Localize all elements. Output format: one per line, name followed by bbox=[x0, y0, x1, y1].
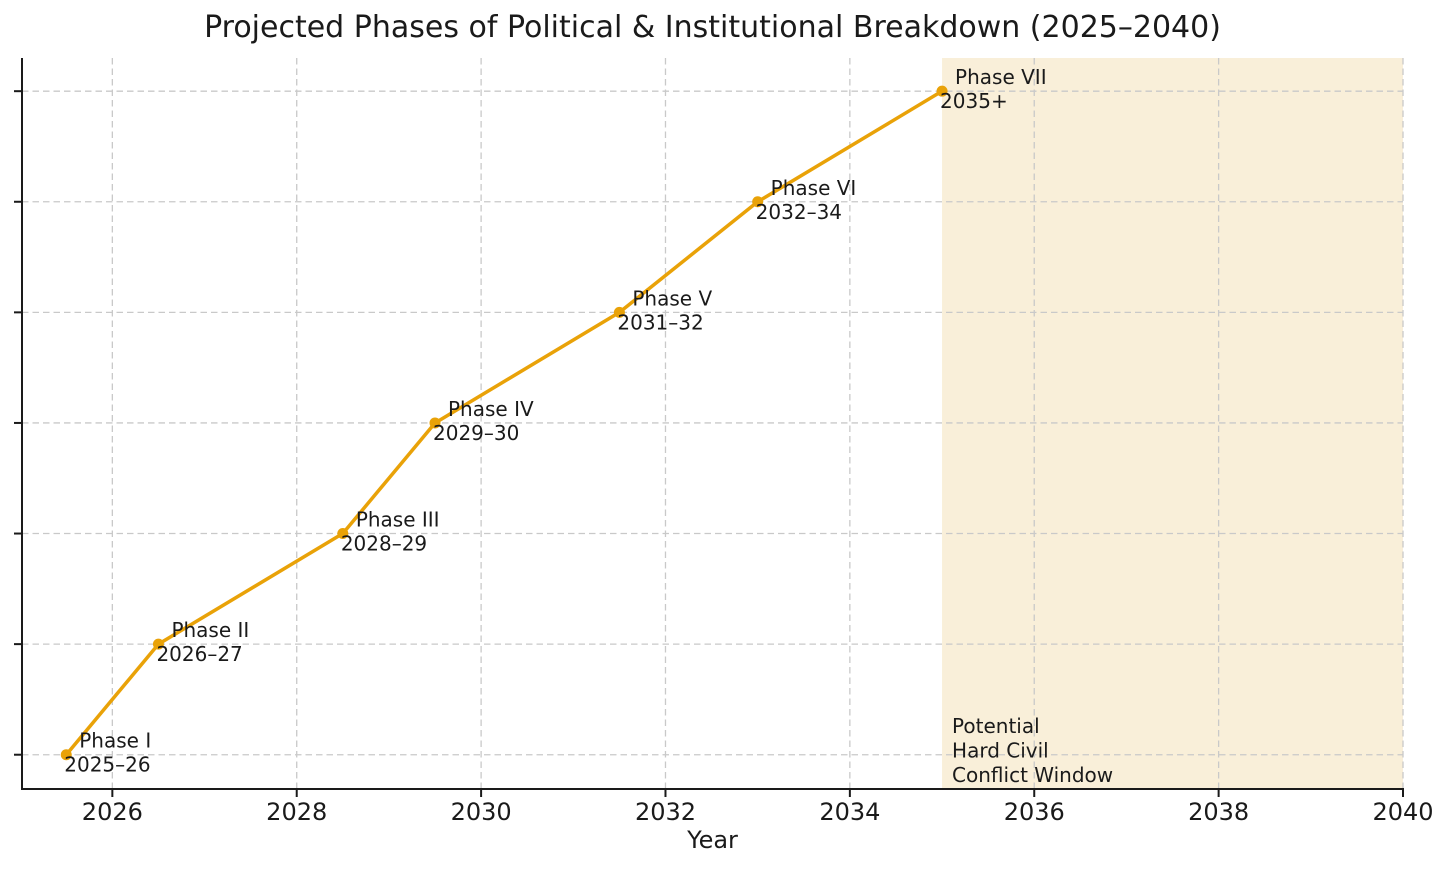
x-axis-label: Year bbox=[687, 826, 738, 854]
chart-title: Projected Phases of Political & Institut… bbox=[204, 10, 1221, 45]
data-point-marker bbox=[936, 85, 948, 97]
x-tick-label: 2038 bbox=[1188, 798, 1249, 826]
point-label: Phase III bbox=[356, 508, 440, 532]
point-sublabel: 2029–30 bbox=[433, 421, 519, 445]
point-sublabel: 2025–26 bbox=[64, 753, 150, 777]
point-sublabel: 2031–32 bbox=[617, 310, 703, 334]
data-point-marker bbox=[60, 749, 72, 761]
point-sublabel: 2035+ bbox=[940, 89, 1008, 113]
point-sublabel: 2032–34 bbox=[756, 200, 842, 224]
x-tick-label: 2028 bbox=[266, 798, 327, 826]
conflict-window-annotation-line: Hard Civil bbox=[952, 739, 1049, 763]
point-label: Phase VI bbox=[771, 176, 857, 200]
x-tick-label: 2032 bbox=[635, 798, 696, 826]
data-point-marker bbox=[337, 528, 349, 540]
point-label: Phase I bbox=[79, 729, 151, 753]
x-tick-label: 2034 bbox=[819, 798, 880, 826]
conflict-window-annotation-line: Potential bbox=[952, 714, 1040, 738]
point-label: Phase II bbox=[171, 618, 249, 642]
x-tick-label: 2036 bbox=[1004, 798, 1065, 826]
data-point-marker bbox=[152, 638, 164, 650]
point-sublabel: 2028–29 bbox=[341, 532, 427, 556]
point-label: Phase V bbox=[632, 286, 712, 310]
x-tick-label: 2026 bbox=[82, 798, 143, 826]
x-tick-label: 2040 bbox=[1372, 798, 1433, 826]
point-label: Phase IV bbox=[448, 397, 534, 421]
point-label: Phase VII bbox=[955, 65, 1047, 89]
data-point-marker bbox=[752, 196, 764, 208]
data-point-marker bbox=[429, 417, 441, 429]
conflict-window-annotation-line: Conflict Window bbox=[952, 763, 1113, 787]
x-tick-label: 2030 bbox=[451, 798, 512, 826]
point-sublabel: 2026–27 bbox=[156, 642, 242, 666]
data-point-marker bbox=[613, 306, 625, 318]
